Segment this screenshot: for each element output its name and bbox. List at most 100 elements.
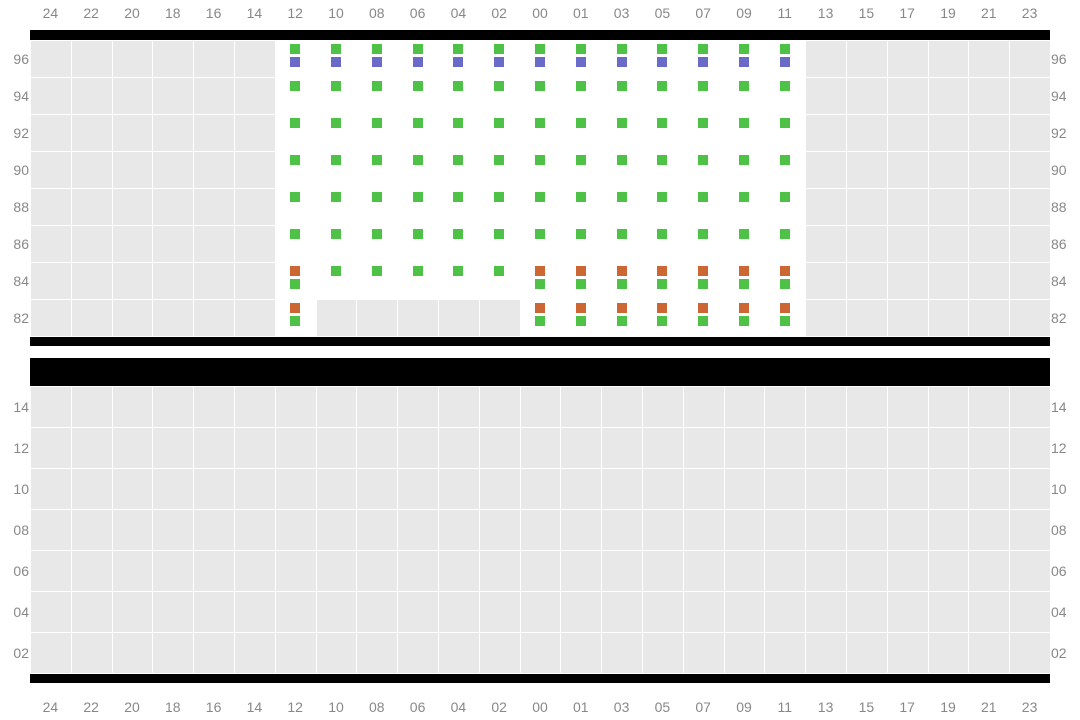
grid-cell [887,386,928,427]
grid-line-h [30,336,1050,337]
grid-cell [887,40,928,77]
marker-green [413,266,423,276]
grid-cell [71,151,112,188]
grid-cell [683,386,724,427]
marker-green [780,229,790,239]
grid-cell [764,386,805,427]
marker-orange [576,303,586,313]
grid-cell [560,427,601,468]
marker-green [494,229,504,239]
marker-purple [453,57,463,67]
grid-cell [968,40,1009,77]
grid-cell [724,386,765,427]
grid-line-v [642,40,643,336]
grid-cell [316,509,357,550]
grid-line-h [30,591,1050,592]
grid-cell [887,114,928,151]
grid-cell [928,632,969,673]
grid-cell [520,632,561,673]
marker-green [576,192,586,202]
marker-purple [780,57,790,67]
grid-cell [805,225,846,262]
grid-cell [30,114,71,151]
grid-cell [968,151,1009,188]
marker-green [739,229,749,239]
marker-green [331,118,341,128]
y-tick-left: 86 [5,237,29,251]
grid-line-v [968,40,969,336]
grid-line-v [1009,386,1010,673]
grid-cell [805,262,846,299]
marker-orange [617,303,627,313]
grid-cell [968,262,1009,299]
marker-green [576,81,586,91]
y-tick-left: 94 [5,89,29,103]
x-tick-top: 21 [969,5,1009,21]
grid-line-v [805,40,806,336]
marker-green [617,155,627,165]
y-tick-left: 04 [5,605,29,619]
grid-cell [805,114,846,151]
x-tick-bottom: 21 [969,699,1009,715]
grid-cell [71,77,112,114]
grid-cell [560,632,601,673]
grid-cell [1009,468,1050,509]
grid-cell [234,225,275,262]
grid-cell [1009,77,1050,114]
grid-line-v [356,386,357,673]
grid-line-v [71,386,72,673]
grid-line-v [724,40,725,336]
grid-line-v [397,40,398,336]
marker-green [617,316,627,326]
marker-green [413,118,423,128]
grid-cell [928,386,969,427]
grid-cell [234,591,275,632]
grid-cell [1009,386,1050,427]
grid-cell [112,468,153,509]
grid-cell [356,468,397,509]
marker-green [290,118,300,128]
grid-cell [193,225,234,262]
grid-cell [30,591,71,632]
grid-cell [928,427,969,468]
grid-cell [234,509,275,550]
grid-cell [887,468,928,509]
grid-cell [397,386,438,427]
grid-cell [724,550,765,591]
grid-cell [30,550,71,591]
x-tick-top: 23 [1010,5,1050,21]
grid-cell [846,262,887,299]
marker-green [739,44,749,54]
grid-cell [356,591,397,632]
grid-cell [479,468,520,509]
grid-cell [234,151,275,188]
grid-cell [601,468,642,509]
grid-cell [520,591,561,632]
x-tick-top: 19 [928,5,968,21]
grid-cell [152,77,193,114]
grid-cell [805,151,846,188]
grid-cell [30,40,71,77]
y-tick-right: 92 [1051,126,1075,140]
grid-cell [112,77,153,114]
y-tick-left: 12 [5,441,29,455]
grid-cell [234,632,275,673]
marker-green [617,229,627,239]
grid-line-h [30,225,1050,226]
marker-orange [617,266,627,276]
grid-cell [805,40,846,77]
marker-green [739,118,749,128]
grid-cell [928,591,969,632]
grid-line-v [846,386,847,673]
x-tick-bottom: 15 [846,699,886,715]
grid-cell [30,632,71,673]
grid-line-h [30,673,1050,674]
grid-cell [683,550,724,591]
grid-cell [193,40,234,77]
grid-cell [479,299,520,336]
grid-cell [193,188,234,225]
grid-cell [642,550,683,591]
marker-green [780,44,790,54]
x-tick-top: 11 [765,5,805,21]
grid-cell [1009,299,1050,336]
